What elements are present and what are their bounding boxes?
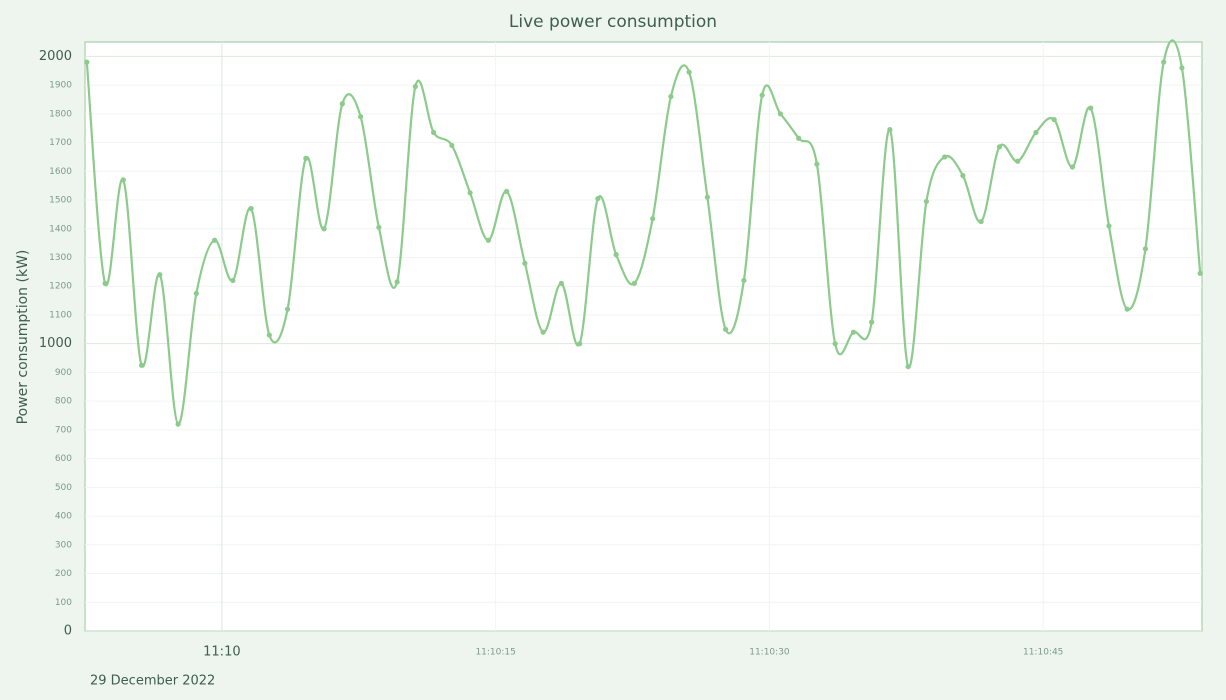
y-tick-label: 0 xyxy=(64,624,72,639)
y-tick-label: 1300 xyxy=(49,253,72,263)
y-tick-label: 1400 xyxy=(49,224,72,234)
point xyxy=(1033,129,1039,136)
point xyxy=(284,306,291,312)
point xyxy=(303,155,309,161)
point xyxy=(923,198,930,205)
y-tick-label: 1100 xyxy=(49,310,72,320)
y-tick-label: 1500 xyxy=(49,196,72,206)
point xyxy=(175,421,181,427)
point xyxy=(704,194,710,200)
point xyxy=(339,101,345,107)
point xyxy=(759,92,765,98)
point xyxy=(376,224,382,230)
point xyxy=(850,329,856,335)
point xyxy=(504,188,510,195)
y-tick-label: 100 xyxy=(55,598,72,608)
point xyxy=(832,341,838,347)
point xyxy=(1069,164,1076,170)
point xyxy=(138,362,145,368)
point xyxy=(869,319,875,325)
point xyxy=(394,279,400,285)
y-tick-label: 1000 xyxy=(39,336,72,351)
point xyxy=(942,154,948,160)
y-axis-title: Power consumption (kW) xyxy=(15,250,31,425)
point xyxy=(1197,270,1203,276)
point xyxy=(102,280,108,286)
point xyxy=(1124,306,1130,312)
point xyxy=(230,277,236,284)
y-tick-label: 300 xyxy=(55,540,72,550)
point xyxy=(978,218,984,225)
point xyxy=(723,326,729,332)
point xyxy=(157,272,163,278)
point xyxy=(467,190,473,196)
point xyxy=(522,260,528,266)
point xyxy=(1015,158,1021,164)
y-tick-label: 800 xyxy=(55,397,72,407)
point xyxy=(449,142,455,149)
point xyxy=(193,290,199,297)
point xyxy=(613,252,619,258)
plot-area xyxy=(84,41,1203,632)
point xyxy=(796,135,802,141)
point xyxy=(960,173,966,179)
y-tick-label: 1900 xyxy=(49,81,72,91)
point xyxy=(741,277,747,284)
point xyxy=(266,332,272,338)
point xyxy=(1179,65,1185,71)
y-tick-label: 700 xyxy=(55,425,72,435)
point xyxy=(996,144,1003,150)
y-tick-label: 900 xyxy=(55,368,72,378)
point xyxy=(905,364,911,370)
point xyxy=(650,216,656,222)
point xyxy=(1106,223,1112,229)
point xyxy=(887,127,893,133)
x-tick-label: 11:10:15 xyxy=(475,648,515,658)
y-tick-label: 1700 xyxy=(49,138,72,148)
x-tick-label: 11:10:45 xyxy=(1023,648,1063,658)
point xyxy=(1051,116,1057,123)
x-tick-label: 11:10:30 xyxy=(749,648,790,658)
point xyxy=(211,237,218,243)
point xyxy=(1088,105,1094,111)
point xyxy=(595,195,601,202)
point xyxy=(631,280,637,286)
point xyxy=(120,177,126,183)
y-tick-label: 600 xyxy=(55,454,72,464)
point xyxy=(777,111,783,117)
chart-title: Live power consumption xyxy=(509,12,717,32)
point xyxy=(248,206,254,212)
point xyxy=(540,329,546,335)
point xyxy=(321,226,327,232)
x-tick-label: 11:10 xyxy=(203,645,240,660)
point xyxy=(1142,246,1149,252)
point xyxy=(558,280,564,286)
y-tick-label: 500 xyxy=(55,483,72,493)
y-tick-label: 1800 xyxy=(49,109,72,119)
y-tick-label: 2000 xyxy=(39,49,72,64)
point xyxy=(577,341,583,347)
line xyxy=(85,39,1202,426)
point xyxy=(357,114,364,120)
point xyxy=(431,129,437,136)
y-tick-label: 200 xyxy=(55,569,72,579)
point xyxy=(686,69,692,75)
y-tick-label: 400 xyxy=(55,512,72,522)
point xyxy=(814,161,820,167)
point xyxy=(668,93,674,100)
y-tick-label: 1200 xyxy=(49,282,72,292)
point xyxy=(412,83,418,90)
point xyxy=(84,59,90,65)
point xyxy=(485,237,491,243)
date-label: 29 December 2022 xyxy=(90,674,215,689)
y-tick-label: 1600 xyxy=(49,167,72,177)
point xyxy=(1161,59,1167,65)
